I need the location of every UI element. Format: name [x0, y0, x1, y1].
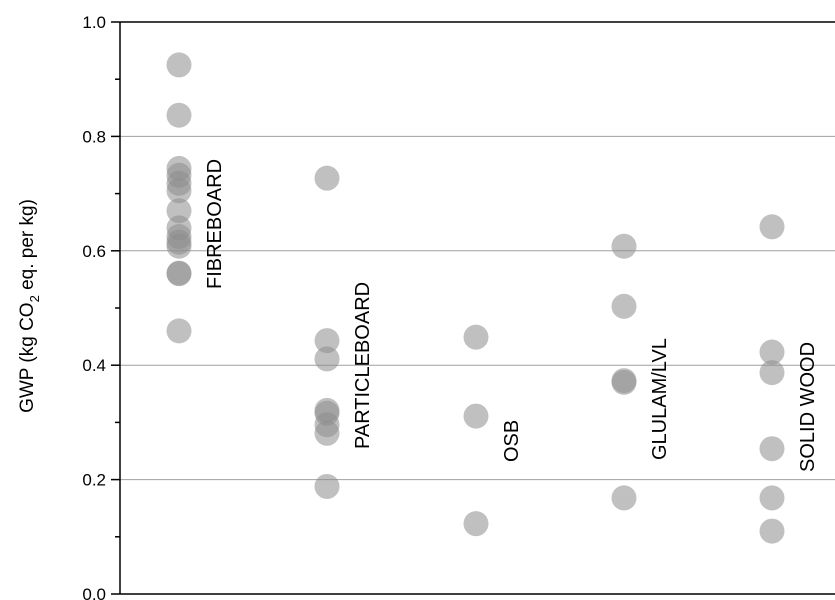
- data-point: [314, 473, 340, 499]
- data-point: [166, 102, 192, 128]
- y-axis-label: GWP (kg CO2 eq. per kg): [17, 199, 42, 413]
- data-point: [611, 369, 637, 395]
- data-point: [463, 511, 489, 537]
- y-tick-label: 0.0: [82, 585, 106, 600]
- data-point: [314, 328, 340, 354]
- data-point: [611, 233, 637, 259]
- category-label: GLULAM/LVL: [649, 338, 671, 460]
- data-point: [314, 346, 340, 372]
- data-point: [166, 198, 192, 224]
- category-label: PARTICLEBOARD: [352, 282, 374, 449]
- category-label: OSB: [501, 420, 523, 462]
- data-point: [166, 52, 192, 78]
- grid-lines: [120, 135, 835, 481]
- data-points: [166, 52, 785, 544]
- data-point: [463, 324, 489, 350]
- y-label-text-end: eq. per kg): [17, 199, 38, 295]
- y-axis: 0.0 0.2 0.4 0.6 0.8 1.0: [82, 13, 835, 600]
- category-labels: FIBREBOARD PARTICLEBOARD OSB GLULAM/LVL SOLI…: [204, 159, 819, 472]
- y-tick-label: 0.4: [82, 356, 106, 375]
- data-point: [759, 360, 785, 386]
- y-tick-label: 0.2: [82, 471, 106, 490]
- y-tick-label: 0.6: [82, 242, 106, 261]
- data-point: [759, 485, 785, 511]
- data-point: [759, 436, 785, 462]
- data-point: [611, 485, 637, 511]
- data-point: [166, 260, 192, 286]
- data-point: [314, 165, 340, 191]
- data-point: [166, 318, 192, 344]
- data-point: [166, 178, 192, 204]
- y-label-text: GWP (kg CO: [17, 302, 38, 413]
- category-label: FIBREBOARD: [204, 159, 226, 289]
- data-point: [166, 233, 192, 259]
- y-label-subscript: 2: [27, 295, 42, 302]
- data-point: [314, 420, 340, 446]
- y-tick-label: 1.0: [82, 13, 106, 32]
- data-point: [759, 518, 785, 544]
- data-point: [463, 403, 489, 429]
- y-tick-label: 0.8: [82, 127, 106, 146]
- data-point: [759, 214, 785, 240]
- category-label: SOLID WOOD: [797, 342, 819, 472]
- data-point: [759, 339, 785, 365]
- data-point: [611, 293, 637, 319]
